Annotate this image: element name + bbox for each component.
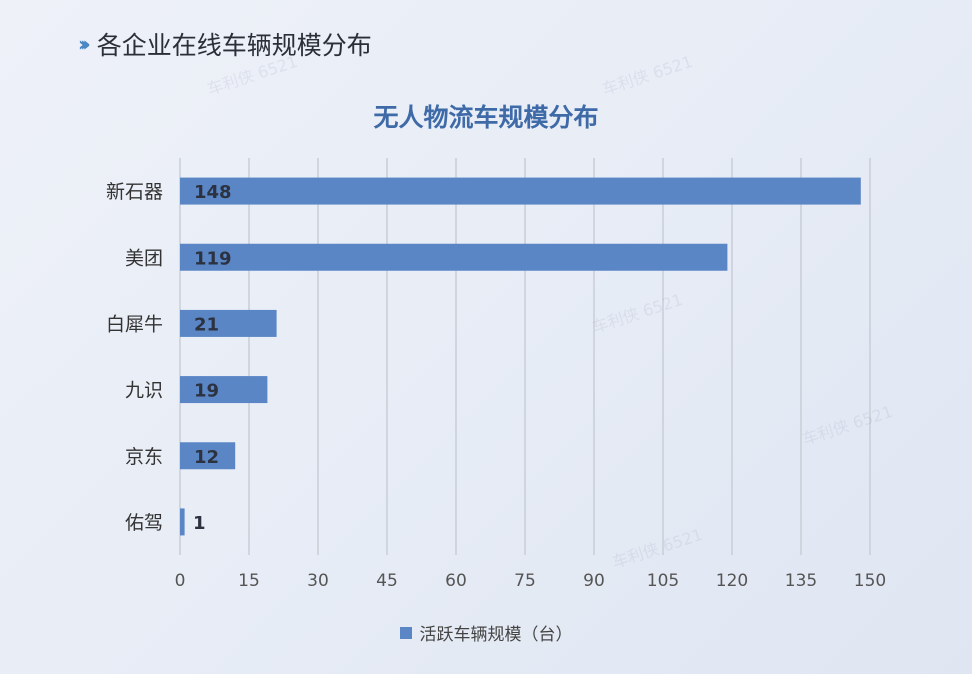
x-tick-label: 90 bbox=[583, 571, 605, 591]
x-tick-label: 45 bbox=[376, 571, 398, 591]
category-label: 京东 bbox=[125, 446, 163, 468]
x-tick-label: 0 bbox=[175, 571, 186, 591]
x-tick-label: 30 bbox=[307, 571, 329, 591]
data-label: 21 bbox=[194, 314, 219, 335]
x-tick-label: 15 bbox=[238, 571, 260, 591]
bar bbox=[180, 508, 185, 536]
bar bbox=[180, 243, 728, 271]
data-label: 119 bbox=[194, 248, 232, 269]
x-tick-label: 60 bbox=[445, 571, 467, 591]
legend-swatch bbox=[399, 626, 412, 639]
bar bbox=[180, 309, 277, 337]
x-tick-label: 135 bbox=[785, 571, 817, 591]
data-label: 12 bbox=[194, 447, 219, 468]
data-label: 148 bbox=[194, 182, 232, 203]
category-label: 九识 bbox=[125, 380, 163, 402]
category-label: 佑驾 bbox=[125, 512, 163, 534]
category-label: 白犀牛 bbox=[106, 313, 163, 335]
x-tick-label: 150 bbox=[854, 571, 886, 591]
x-tick-label: 120 bbox=[716, 571, 748, 591]
section-title: 各企业在线车辆规模分布 bbox=[96, 31, 372, 60]
bar bbox=[180, 177, 861, 205]
section-header: ››› 各企业在线车辆规模分布 bbox=[78, 26, 372, 62]
bar bbox=[180, 442, 236, 470]
x-tick-label: 105 bbox=[647, 571, 679, 591]
category-label: 新石器 bbox=[106, 181, 163, 203]
bar bbox=[180, 376, 268, 404]
legend-label: 活跃车辆规模（台） bbox=[419, 625, 573, 645]
data-label: 1 bbox=[193, 513, 206, 534]
chart-title: 无人物流车规模分布 bbox=[373, 103, 599, 132]
data-label: 19 bbox=[194, 381, 219, 402]
x-tick-label: 75 bbox=[514, 571, 536, 591]
category-label: 美团 bbox=[125, 247, 163, 269]
legend: 活跃车辆规模（台） bbox=[0, 620, 972, 645]
